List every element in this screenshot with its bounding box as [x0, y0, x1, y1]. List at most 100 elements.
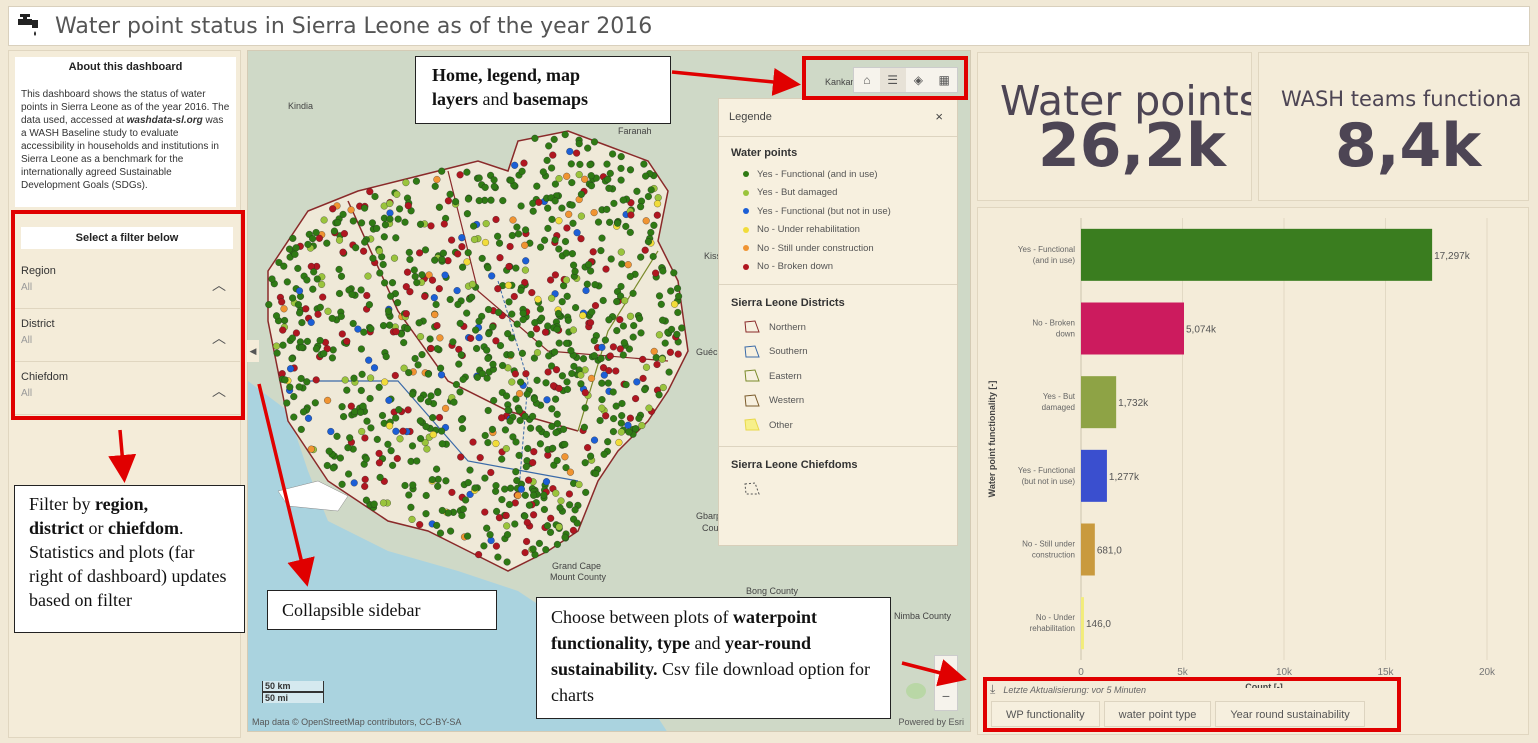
water-point-marker[interactable] — [505, 298, 513, 306]
water-point-marker[interactable] — [517, 378, 525, 386]
water-point-marker[interactable] — [590, 138, 599, 146]
water-point-marker[interactable] — [579, 355, 588, 363]
water-point-marker[interactable] — [463, 168, 471, 176]
water-point-marker[interactable] — [458, 511, 466, 520]
water-point-marker[interactable] — [354, 325, 362, 333]
water-point-marker[interactable] — [530, 448, 538, 456]
water-point-marker[interactable] — [616, 345, 624, 353]
water-point-marker[interactable] — [324, 307, 332, 315]
water-point-marker[interactable] — [616, 316, 624, 324]
water-point-marker[interactable] — [530, 395, 538, 403]
water-point-marker[interactable] — [503, 558, 511, 566]
water-point-marker[interactable] — [299, 408, 308, 416]
water-point-marker[interactable] — [617, 419, 625, 427]
water-point-marker[interactable] — [584, 444, 592, 452]
water-point-marker[interactable] — [553, 540, 561, 548]
water-point-marker[interactable] — [495, 514, 503, 522]
water-point-marker[interactable] — [423, 445, 431, 453]
water-point-marker[interactable] — [633, 378, 641, 386]
water-point-marker[interactable] — [503, 522, 511, 530]
water-point-marker[interactable] — [513, 320, 521, 328]
water-point-marker[interactable] — [459, 505, 467, 513]
water-point-marker[interactable] — [453, 287, 461, 295]
water-point-marker[interactable] — [358, 370, 366, 378]
water-point-marker[interactable] — [320, 216, 328, 224]
water-point-marker[interactable] — [534, 295, 542, 303]
water-point-marker[interactable] — [470, 222, 478, 230]
water-point-marker[interactable] — [409, 390, 417, 398]
water-point-marker[interactable] — [659, 267, 667, 275]
water-point-marker[interactable] — [323, 461, 331, 470]
water-point-marker[interactable] — [347, 402, 355, 410]
water-point-marker[interactable] — [315, 234, 323, 242]
water-point-marker[interactable] — [319, 293, 327, 301]
water-point-marker[interactable] — [357, 386, 365, 395]
water-point-marker[interactable] — [517, 202, 525, 210]
water-point-marker[interactable] — [503, 392, 511, 400]
water-point-marker[interactable] — [347, 206, 355, 214]
water-point-marker[interactable] — [349, 217, 357, 225]
water-point-marker[interactable] — [361, 434, 369, 442]
water-point-marker[interactable] — [466, 466, 474, 474]
water-point-marker[interactable] — [328, 354, 336, 362]
water-point-marker[interactable] — [523, 390, 531, 398]
water-point-marker[interactable] — [475, 334, 483, 342]
layers-icon[interactable]: ◈ — [913, 73, 923, 87]
water-point-marker[interactable] — [405, 248, 413, 256]
water-point-marker[interactable] — [392, 234, 400, 242]
water-point-marker[interactable] — [488, 272, 496, 280]
water-point-marker[interactable] — [309, 235, 317, 243]
water-point-marker[interactable] — [344, 444, 352, 452]
water-point-marker[interactable] — [501, 485, 509, 493]
water-point-marker[interactable] — [287, 365, 295, 373]
water-point-marker[interactable] — [367, 374, 375, 382]
water-point-marker[interactable] — [476, 454, 484, 462]
water-point-marker[interactable] — [376, 269, 384, 277]
water-point-marker[interactable] — [650, 221, 658, 229]
water-point-marker[interactable] — [292, 329, 300, 337]
water-point-marker[interactable] — [288, 355, 296, 363]
water-point-marker[interactable] — [506, 417, 514, 425]
water-point-marker[interactable] — [340, 413, 348, 421]
water-point-marker[interactable] — [515, 406, 523, 415]
water-point-marker[interactable] — [484, 305, 493, 314]
water-point-marker[interactable] — [387, 447, 395, 455]
water-point-marker[interactable] — [554, 309, 563, 318]
water-point-marker[interactable] — [482, 220, 490, 228]
water-point-marker[interactable] — [561, 453, 569, 461]
water-point-marker[interactable] — [563, 172, 571, 180]
water-point-marker[interactable] — [618, 412, 626, 420]
water-point-marker[interactable] — [436, 334, 444, 342]
water-point-marker[interactable] — [289, 234, 297, 242]
water-point-marker[interactable] — [570, 362, 578, 370]
water-point-marker[interactable] — [369, 254, 377, 262]
water-point-marker[interactable] — [581, 459, 589, 467]
water-point-marker[interactable] — [309, 285, 317, 293]
water-point-marker[interactable] — [452, 380, 460, 389]
water-point-marker[interactable] — [503, 531, 512, 539]
water-point-marker[interactable] — [463, 258, 471, 266]
water-point-marker[interactable] — [392, 427, 400, 435]
water-point-marker[interactable] — [265, 301, 273, 309]
water-point-marker[interactable] — [502, 445, 510, 453]
water-point-marker[interactable] — [333, 432, 341, 440]
water-point-marker[interactable] — [673, 284, 682, 292]
water-point-marker[interactable] — [429, 431, 437, 439]
water-point-marker[interactable] — [650, 347, 658, 355]
water-point-marker[interactable] — [431, 256, 439, 264]
water-point-marker[interactable] — [571, 506, 579, 514]
water-point-marker[interactable] — [403, 325, 412, 333]
water-point-marker[interactable] — [609, 343, 617, 351]
water-point-marker[interactable] — [569, 526, 577, 534]
water-point-marker[interactable] — [280, 305, 288, 313]
water-point-marker[interactable] — [544, 322, 552, 330]
water-point-marker[interactable] — [511, 370, 519, 378]
water-point-marker[interactable] — [433, 465, 441, 473]
water-point-marker[interactable] — [449, 338, 457, 346]
water-point-marker[interactable] — [487, 468, 495, 477]
water-point-marker[interactable] — [470, 235, 479, 244]
water-point-marker[interactable] — [350, 374, 358, 382]
water-point-marker[interactable] — [614, 219, 622, 227]
water-point-marker[interactable] — [433, 345, 441, 353]
water-point-marker[interactable] — [665, 368, 673, 376]
